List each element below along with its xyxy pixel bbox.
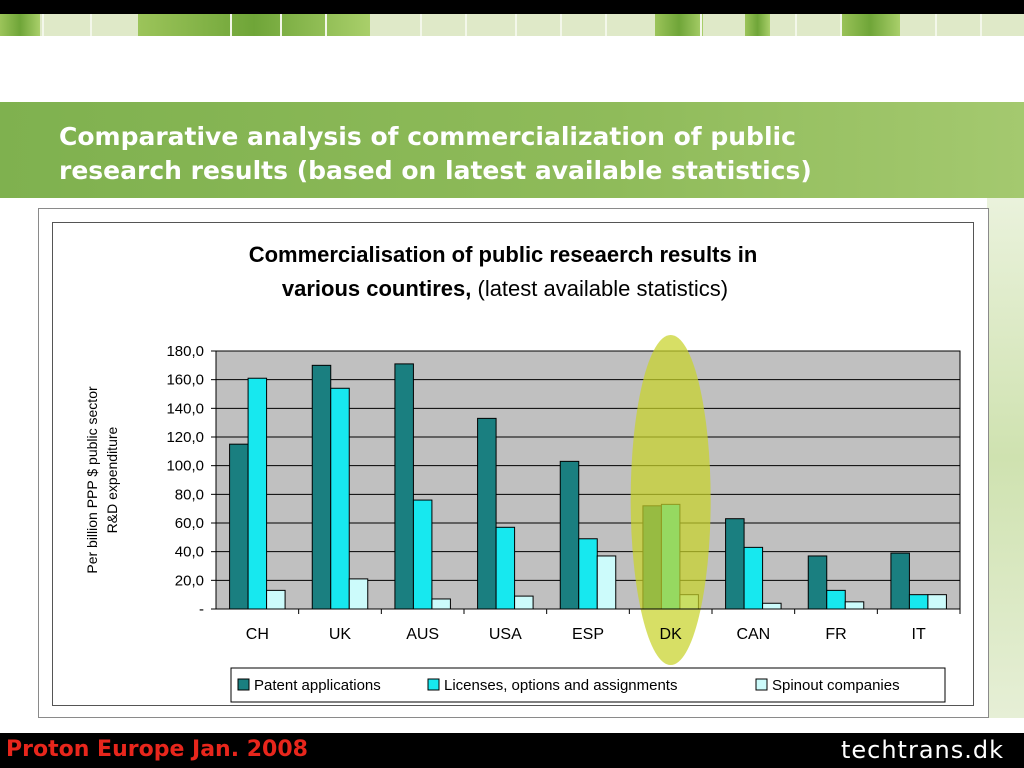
leaf-decoration <box>138 14 370 36</box>
bar-it-1 <box>890 552 910 610</box>
bar-aus-1 <box>394 363 414 610</box>
bar-fr-3 <box>844 601 865 610</box>
bar-can-1 <box>725 518 745 610</box>
bar-usa-3 <box>514 595 534 610</box>
y-tick-label: 180,0 <box>166 343 204 360</box>
side-decoration <box>987 198 1024 718</box>
y-tick-label: 140,0 <box>166 400 204 417</box>
legend: Patent applications Licenses, options and… <box>230 667 946 703</box>
y-tick-label: 160,0 <box>166 372 204 389</box>
y-tick-label: 60,0 <box>175 515 204 532</box>
x-tick-label: AUS <box>406 626 439 643</box>
bar-ch-3 <box>266 589 286 610</box>
x-tick-label: UK <box>329 626 352 643</box>
y-axis-label-line2: R&D expenditure <box>104 426 120 533</box>
x-tick-label: USA <box>489 626 522 643</box>
y-tick-label: 20,0 <box>175 572 204 589</box>
bar-it-3 <box>927 594 947 610</box>
bar-uk-2 <box>330 387 350 610</box>
bar-ch-2 <box>247 377 268 610</box>
slide-title: Comparative analysis of commercializatio… <box>59 120 959 188</box>
bar-usa-2 <box>495 526 516 610</box>
bar-fr-2 <box>826 589 846 610</box>
y-tick-label: 120,0 <box>166 429 204 446</box>
footer-bar <box>0 733 1024 768</box>
dk-highlight-ellipse <box>630 335 711 665</box>
bar-usa-1 <box>477 417 497 610</box>
bar-esp-1 <box>559 460 580 610</box>
legend-swatch <box>427 678 440 691</box>
bar-uk-3 <box>348 578 369 610</box>
leaf-decoration <box>745 14 770 36</box>
bar-esp-3 <box>596 555 617 610</box>
chart-title-normal-part: (latest available statistics) <box>471 276 728 301</box>
y-tick-label: 100,0 <box>166 458 204 475</box>
bar-esp-2 <box>578 538 598 610</box>
leaf-decoration <box>840 14 900 36</box>
bar-aus-3 <box>431 598 451 610</box>
bar-aus-2 <box>412 499 433 610</box>
chart-title-line1: Commercialisation of public reseaerch re… <box>249 242 758 267</box>
legend-swatch <box>237 678 250 691</box>
legend-label: Patent applications <box>254 677 381 694</box>
slide-title-line1: Comparative analysis of commercializatio… <box>59 122 796 151</box>
bar-ch-1 <box>229 443 249 610</box>
chart-title-line2: various countires, (latest available sta… <box>282 276 728 301</box>
y-tick-label: - <box>199 601 204 618</box>
x-tick-label: CAN <box>736 626 770 643</box>
legend-swatch <box>755 678 768 691</box>
footer-site-logo: techtrans.dk <box>840 736 1004 764</box>
bars <box>229 363 947 610</box>
title-banner <box>0 102 1024 198</box>
x-tick-label: CH <box>246 626 269 643</box>
top-black-bar <box>0 0 1024 14</box>
slide-title-line2: research results (based on latest availa… <box>59 156 812 185</box>
x-tick-label: ESP <box>572 626 604 643</box>
bar-fr-1 <box>807 555 828 610</box>
y-tick-label: 80,0 <box>175 486 204 503</box>
bar-uk-1 <box>311 364 332 610</box>
legend-label: Spinout companies <box>772 677 900 694</box>
legend-box <box>230 667 946 703</box>
x-tick-label: IT <box>912 626 926 643</box>
axes: - 20,0 40,0 60,0 80,0 100,0 120,0 140,0 160,0 180… <box>166 343 961 643</box>
leaf-decoration <box>655 14 703 36</box>
bar-can-3 <box>762 602 782 610</box>
leaf-decoration <box>0 14 40 36</box>
legend-label: Licenses, options and assignments <box>444 677 677 694</box>
y-tick-label: 40,0 <box>175 544 204 561</box>
footer-event-label: Proton Europe Jan. 2008 <box>6 737 308 762</box>
leaf-decoration-strip <box>0 14 1024 36</box>
x-tick-label: DK <box>660 626 683 643</box>
bar-can-2 <box>743 546 764 610</box>
chart-title-bold-part: various countires, <box>282 276 472 301</box>
y-axis-label-line1: Per billion PPP $ public sector <box>84 386 100 574</box>
bar-it-2 <box>908 594 929 610</box>
x-tick-label: FR <box>825 626 846 643</box>
